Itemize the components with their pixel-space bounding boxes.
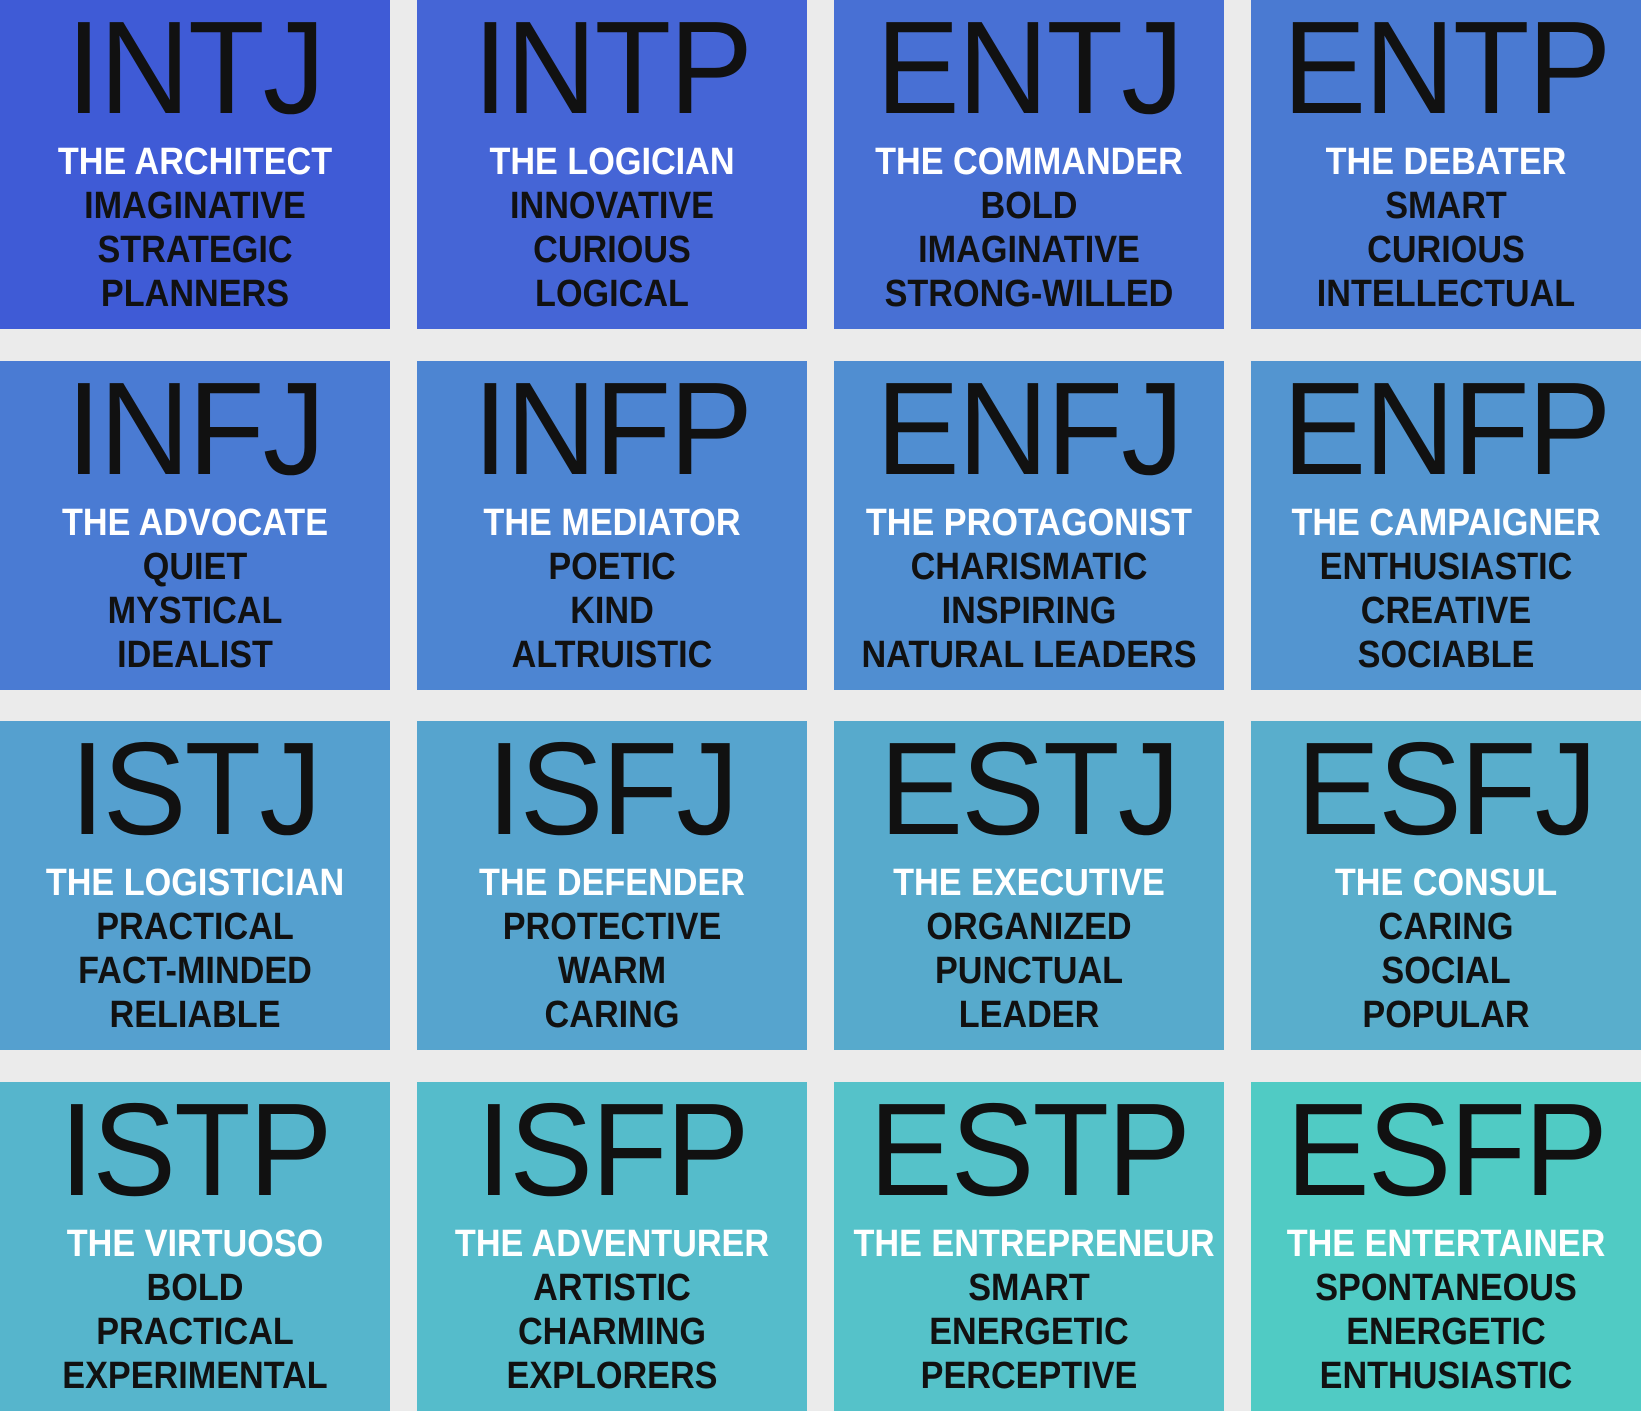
type-trait: CREATIVE [1360,589,1532,632]
type-trait: SMART [968,1267,1090,1309]
type-card: INTP THE LOGICIAN INNOVATIVE CURIOUS LOGICAL [417,0,807,329]
type-code: INTP [472,0,753,141]
type-trait: PUNCTUAL [934,950,1124,993]
type-code: ISFJ [486,721,739,863]
type-trait: CURIOUS [1367,229,1525,271]
type-code: ISFP [476,1082,749,1223]
type-title: THE ENTREPRENEUR [853,1223,1215,1265]
type-title: THE ENTERTAINER [1286,1223,1606,1265]
type-card: ESFP THE ENTERTAINER SPONTANEOUS ENERGETIC E… [1251,1082,1641,1411]
type-trait: BOLD [146,1267,244,1309]
type-card: INFP THE MEDIATOR POETIC KIND ALTRUISTIC [417,360,807,690]
type-trait: POETIC [548,545,676,588]
type-trait: SPONTANEOUS [1315,1267,1577,1309]
type-title: THE LOGICIAN [489,141,735,183]
type-card: ESTJ THE EXECUTIVE ORGANIZED PUNCTUAL LEADER [834,721,1224,1051]
type-title: THE PROTAGONIST [865,501,1193,544]
type-trait: ALTRUISTIC [511,633,713,676]
type-title: THE ARCHITECT [57,141,333,183]
type-card: ISTP THE VIRTUOSO BOLD PRACTICAL EXPERIMENTA… [0,1082,390,1411]
type-code: ENTP [1282,0,1612,141]
type-trait: ENERGETIC [1346,1311,1546,1353]
type-trait: PERCEPTIVE [920,1355,1138,1397]
type-trait: CHARMING [517,1311,707,1353]
type-card: ENTP THE DEBATER SMART CURIOUS INTELLECTUAL [1251,0,1641,329]
type-trait: STRONG-WILLED [884,273,1174,315]
type-trait: PRACTICAL [96,1311,294,1353]
type-title: THE VIRTUOSO [66,1223,324,1265]
type-trait: INTELLECTUAL [1316,273,1576,315]
type-code: INFP [472,360,753,502]
type-trait: LEADER [958,994,1100,1037]
type-card: ISFP THE ADVENTURER ARTISTIC CHARMING EXPLOR… [417,1082,807,1411]
type-code: ISTP [59,1082,332,1223]
type-trait: CHARISMATIC [910,545,1148,588]
type-card: ENFJ THE PROTAGONIST CHARISMATIC INSPIRING N… [834,360,1224,690]
type-code: ISTJ [69,721,322,863]
type-trait: KIND [570,589,654,632]
type-code: INFJ [66,360,325,502]
type-card: ENTJ THE COMMANDER BOLD IMAGINATIVE STRONG-W… [834,0,1224,329]
type-trait: EXPERIMENTAL [62,1355,328,1397]
type-trait: ORGANIZED [926,906,1132,949]
type-trait: ENERGETIC [929,1311,1129,1353]
type-title: THE CAMPAIGNER [1291,501,1601,544]
type-code: ESFP [1286,1082,1608,1223]
type-code: ENFJ [876,360,1184,502]
type-title: THE COMMANDER [875,141,1183,183]
type-trait: SOCIAL [1381,950,1511,993]
type-trait: IMAGINATIVE [84,185,306,227]
type-code: ESTJ [879,721,1181,863]
type-trait: MYSTICAL [107,589,283,632]
type-card: ISTJ THE LOGISTICIAN PRACTICAL FACT-MINDED R… [0,721,390,1051]
type-trait: EXPLORERS [506,1355,718,1397]
type-code: ESFJ [1296,721,1598,863]
type-card: ESFJ THE CONSUL CARING SOCIAL POPULAR [1251,721,1641,1051]
type-trait: ENTHUSIASTIC [1319,1355,1573,1397]
type-card: ENFP THE CAMPAIGNER ENTHUSIASTIC CREATIVE SO… [1251,360,1641,690]
type-card: ISFJ THE DEFENDER PROTECTIVE WARM CARING [417,721,807,1051]
type-title: THE DEFENDER [478,862,746,905]
type-trait: SOCIABLE [1357,633,1535,676]
type-trait: WARM [557,950,667,993]
type-trait: NATURAL LEADERS [861,633,1197,676]
type-trait: PLANNERS [100,273,290,315]
type-trait: POPULAR [1362,994,1530,1037]
type-card: INTJ THE ARCHITECT IMAGINATIVE STRATEGIC PLA… [0,0,390,329]
type-title: THE ADVOCATE [61,501,329,544]
type-trait: LOGICAL [535,273,689,315]
type-card: INFJ THE ADVOCATE QUIET MYSTICAL IDEALIST [0,360,390,690]
type-code: ENFP [1282,360,1612,502]
type-trait: IMAGINATIVE [918,229,1140,271]
type-title: THE MEDIATOR [483,501,741,544]
type-trait: CARING [1378,906,1514,949]
type-trait: RELIABLE [109,994,281,1037]
type-trait: STRATEGIC [97,229,293,271]
type-trait: ENTHUSIASTIC [1319,545,1573,588]
type-card: ESTP THE ENTREPRENEUR SMART ENERGETIC PERCEP… [834,1082,1224,1411]
type-title: THE CONSUL [1334,862,1558,905]
type-trait: SMART [1385,185,1507,227]
type-code: ESTP [869,1082,1191,1223]
type-trait: BOLD [980,185,1078,227]
type-title: THE LOGISTICIAN [45,862,345,905]
type-title: THE EXECUTIVE [893,862,1165,905]
type-title: THE DEBATER [1325,141,1567,183]
type-code: ENTJ [876,0,1184,141]
type-title: THE ADVENTURER [454,1223,770,1265]
type-trait: PROTECTIVE [502,906,722,949]
type-trait: FACT-MINDED [78,950,312,993]
type-trait: CARING [544,994,680,1037]
type-trait: QUIET [142,545,248,588]
type-code: INTJ [66,0,325,141]
type-trait: IDEALIST [117,633,273,676]
type-trait: CURIOUS [533,229,691,271]
type-trait: PRACTICAL [96,906,294,949]
type-trait: ARTISTIC [533,1267,691,1309]
type-trait: INNOVATIVE [510,185,714,227]
type-trait: INSPIRING [941,589,1117,632]
